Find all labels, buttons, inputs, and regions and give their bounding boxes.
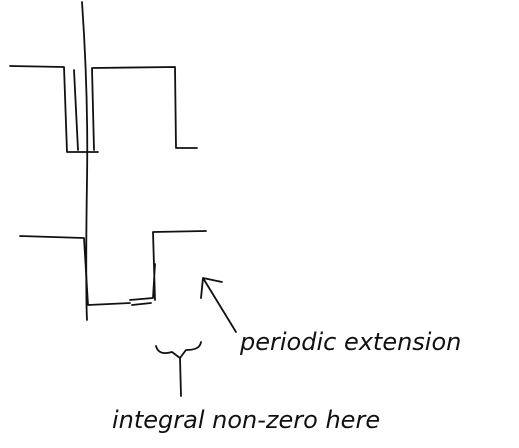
top-wave-inner-stroke: [73, 69, 79, 151]
arrow: [200, 277, 237, 333]
bottom-square-wave: [19, 230, 207, 306]
brace: [155, 341, 202, 397]
integral-note-label: integral non-zero here: [112, 406, 380, 434]
periodic-extension-label: periodic extension: [239, 328, 461, 356]
bottom-wave-inner-stroke: [131, 302, 152, 306]
top-square-wave: [9, 65, 198, 153]
